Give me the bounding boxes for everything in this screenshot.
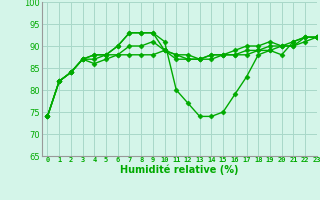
X-axis label: Humidité relative (%): Humidité relative (%)	[120, 165, 238, 175]
